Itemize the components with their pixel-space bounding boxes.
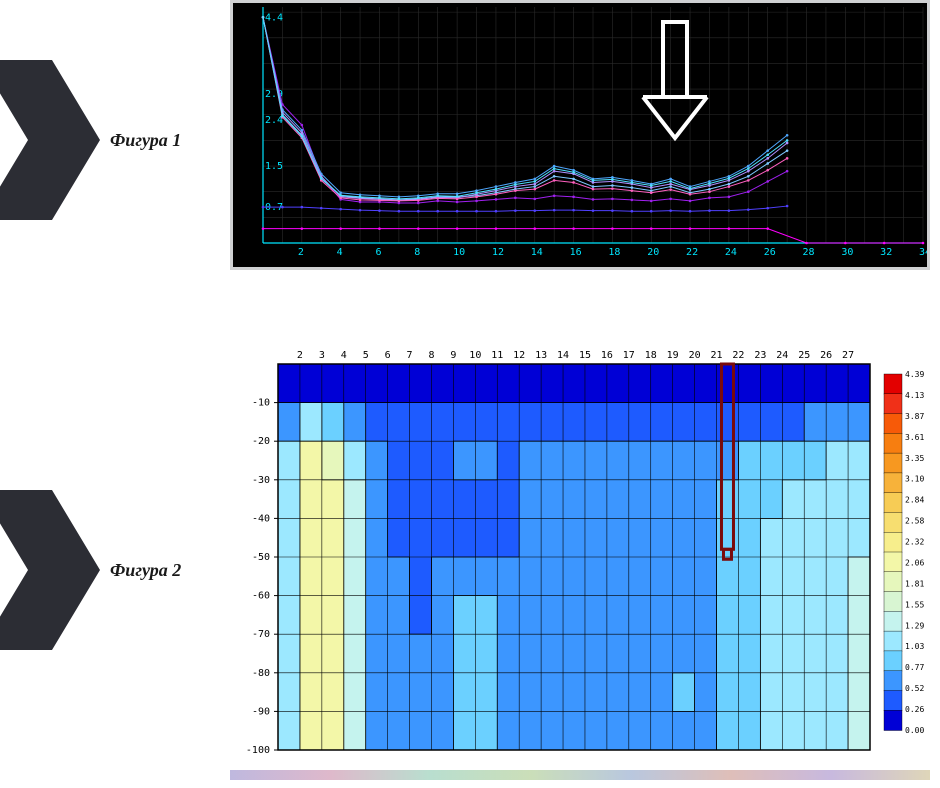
svg-text:10: 10 bbox=[469, 350, 481, 361]
chevron-decoration-2 bbox=[0, 490, 100, 650]
figure2-caption: Фигура 2 bbox=[110, 560, 181, 581]
svg-text:-60: -60 bbox=[252, 591, 270, 602]
svg-text:-10: -10 bbox=[252, 398, 270, 409]
svg-text:15: 15 bbox=[579, 350, 591, 361]
svg-text:2.84: 2.84 bbox=[905, 496, 924, 505]
svg-text:19: 19 bbox=[667, 350, 679, 361]
svg-text:1.55: 1.55 bbox=[905, 600, 924, 609]
page: Фигура 1 Фигура 2 0.71.52.42.94.42468101… bbox=[0, 0, 940, 788]
svg-text:18: 18 bbox=[645, 350, 657, 361]
svg-text:5: 5 bbox=[363, 350, 369, 361]
svg-text:1.29: 1.29 bbox=[905, 621, 924, 630]
svg-text:3.61: 3.61 bbox=[905, 433, 924, 442]
svg-text:1.5: 1.5 bbox=[265, 161, 283, 172]
svg-text:8: 8 bbox=[428, 350, 434, 361]
svg-text:1.81: 1.81 bbox=[905, 579, 924, 588]
svg-text:0.26: 0.26 bbox=[905, 705, 924, 714]
svg-text:2.32: 2.32 bbox=[905, 538, 924, 547]
svg-text:34: 34 bbox=[919, 247, 927, 258]
svg-text:1.03: 1.03 bbox=[905, 642, 924, 651]
svg-text:-40: -40 bbox=[252, 513, 270, 524]
svg-text:16: 16 bbox=[570, 247, 582, 258]
svg-text:-20: -20 bbox=[252, 436, 270, 447]
svg-text:12: 12 bbox=[513, 350, 525, 361]
figure1-caption: Фигура 1 bbox=[110, 130, 181, 151]
svg-text:20: 20 bbox=[689, 350, 701, 361]
svg-text:21: 21 bbox=[710, 350, 722, 361]
svg-text:3: 3 bbox=[319, 350, 325, 361]
svg-text:-100: -100 bbox=[246, 745, 270, 756]
svg-text:4.39: 4.39 bbox=[905, 370, 924, 379]
svg-text:10: 10 bbox=[453, 247, 465, 258]
svg-text:16: 16 bbox=[601, 350, 613, 361]
down-arrow-annotation bbox=[635, 20, 715, 160]
svg-text:3.10: 3.10 bbox=[905, 475, 924, 484]
svg-text:18: 18 bbox=[608, 247, 620, 258]
svg-text:2.06: 2.06 bbox=[905, 558, 924, 567]
svg-text:25: 25 bbox=[798, 350, 810, 361]
chart2-svg: 2345678910111213141516171819202122232425… bbox=[230, 340, 930, 760]
svg-text:26: 26 bbox=[764, 247, 776, 258]
decorative-footer-bar bbox=[230, 770, 930, 780]
chart1-svg: 0.71.52.42.94.42468101214161820222426283… bbox=[233, 3, 927, 267]
svg-text:-30: -30 bbox=[252, 475, 270, 486]
svg-text:-80: -80 bbox=[252, 668, 270, 679]
svg-text:30: 30 bbox=[841, 247, 853, 258]
svg-text:9: 9 bbox=[450, 350, 456, 361]
svg-text:7: 7 bbox=[407, 350, 413, 361]
svg-text:24: 24 bbox=[725, 247, 737, 258]
svg-text:0.77: 0.77 bbox=[905, 663, 924, 672]
svg-text:14: 14 bbox=[531, 247, 543, 258]
svg-text:20: 20 bbox=[647, 247, 659, 258]
svg-text:6: 6 bbox=[375, 247, 381, 258]
svg-text:22: 22 bbox=[686, 247, 698, 258]
svg-text:2: 2 bbox=[298, 247, 304, 258]
svg-text:13: 13 bbox=[535, 350, 547, 361]
svg-text:2.58: 2.58 bbox=[905, 517, 924, 526]
svg-text:12: 12 bbox=[492, 247, 504, 258]
svg-text:3.87: 3.87 bbox=[905, 412, 924, 421]
svg-text:17: 17 bbox=[623, 350, 635, 361]
chevron-decoration-1 bbox=[0, 60, 100, 220]
svg-text:4: 4 bbox=[337, 247, 343, 258]
svg-text:0.00: 0.00 bbox=[905, 726, 924, 735]
svg-text:3.35: 3.35 bbox=[905, 454, 924, 463]
svg-text:14: 14 bbox=[557, 350, 569, 361]
svg-text:-50: -50 bbox=[252, 552, 270, 563]
svg-text:2: 2 bbox=[297, 350, 303, 361]
svg-text:23: 23 bbox=[754, 350, 766, 361]
svg-text:6: 6 bbox=[385, 350, 391, 361]
svg-text:8: 8 bbox=[414, 247, 420, 258]
svg-text:4.13: 4.13 bbox=[905, 391, 924, 400]
svg-text:4: 4 bbox=[341, 350, 347, 361]
svg-text:2.4: 2.4 bbox=[265, 115, 283, 126]
figure2-chart: 2345678910111213141516171819202122232425… bbox=[230, 340, 930, 760]
svg-text:32: 32 bbox=[880, 247, 892, 258]
figure1-chart: 0.71.52.42.94.42468101214161820222426283… bbox=[230, 0, 930, 270]
svg-text:24: 24 bbox=[776, 350, 788, 361]
svg-text:0.52: 0.52 bbox=[905, 684, 924, 693]
svg-text:27: 27 bbox=[842, 350, 854, 361]
svg-text:11: 11 bbox=[491, 350, 503, 361]
svg-text:26: 26 bbox=[820, 350, 832, 361]
svg-text:28: 28 bbox=[803, 247, 815, 258]
svg-text:-90: -90 bbox=[252, 706, 270, 717]
svg-text:4.4: 4.4 bbox=[265, 12, 283, 23]
svg-text:-70: -70 bbox=[252, 629, 270, 640]
svg-text:22: 22 bbox=[732, 350, 744, 361]
